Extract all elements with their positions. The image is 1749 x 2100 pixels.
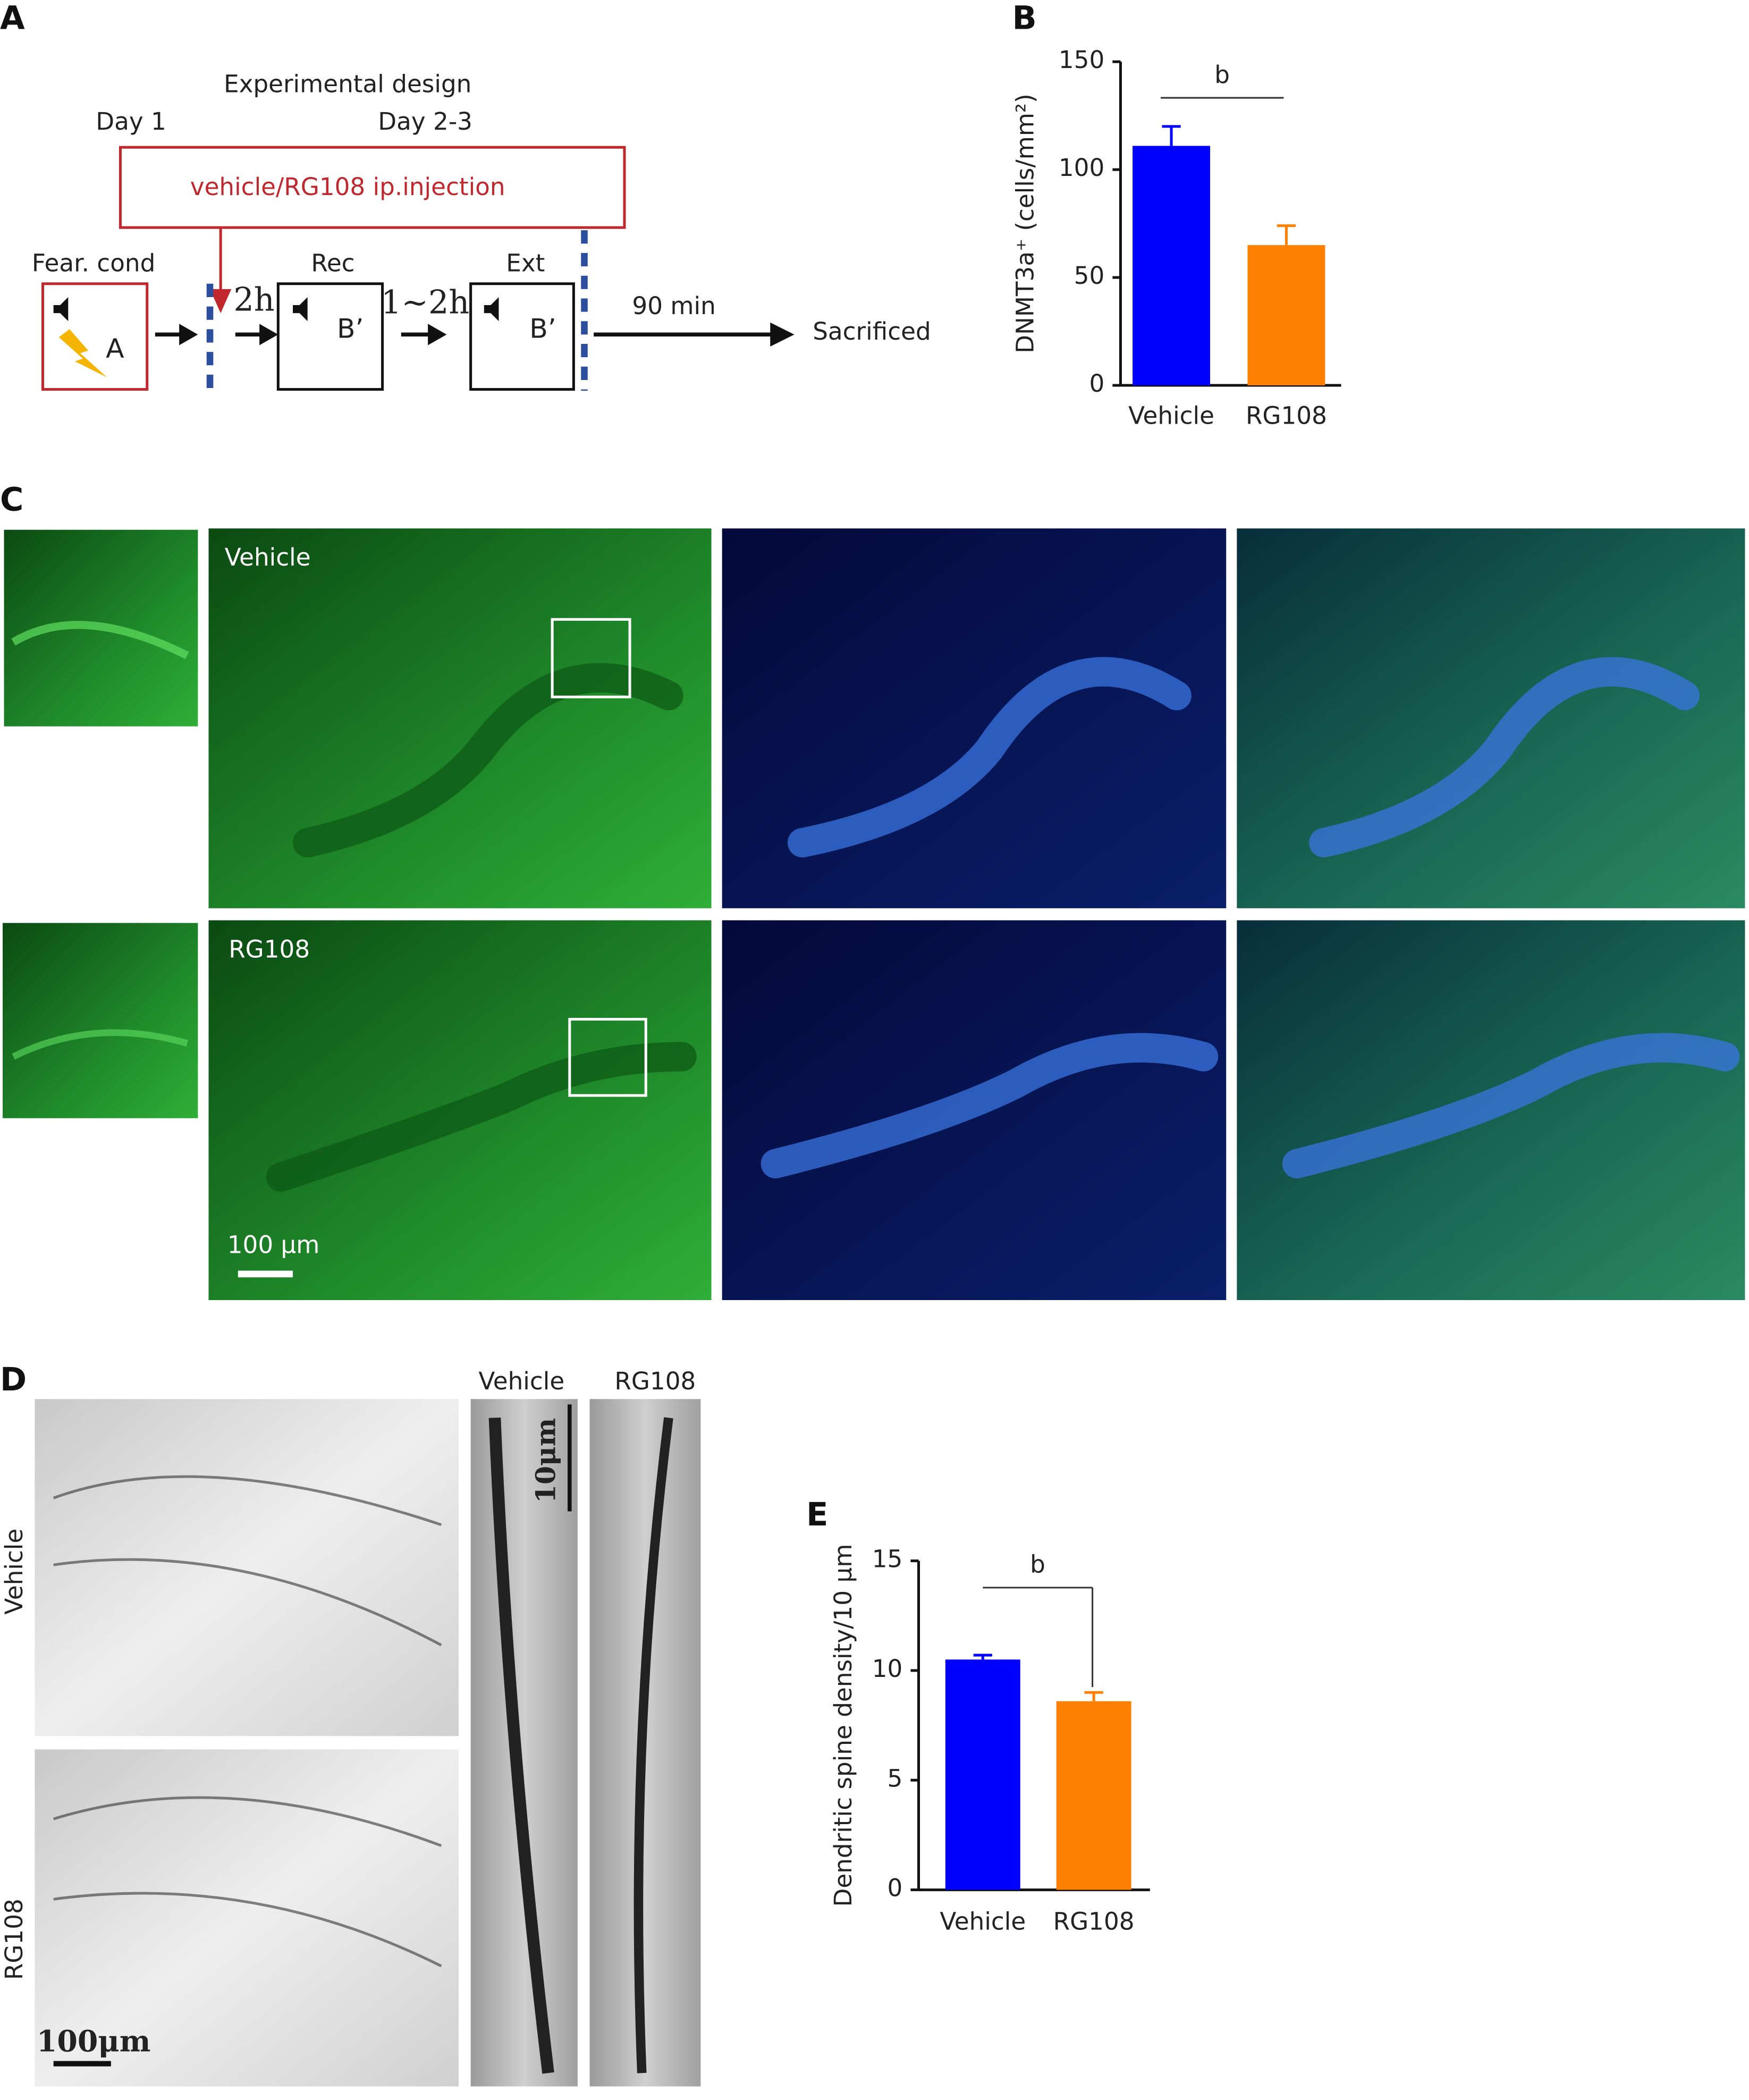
x-tick-label: Vehicle xyxy=(1128,401,1214,429)
context-box xyxy=(41,282,149,391)
bar xyxy=(945,1659,1020,1890)
fluorescence-images: Vehicle RG108 100 μm xyxy=(3,528,1745,1301)
time-label: 2h xyxy=(233,282,274,319)
golgi-images: Vehicle RG108 Vehicle RG108 10μm 100μm xyxy=(0,1367,701,2087)
image-label: Vehicle xyxy=(0,1529,28,1615)
shock-icon xyxy=(58,329,107,377)
y-tick-label: 5 xyxy=(888,1764,903,1792)
scale-label: 100μm xyxy=(37,2025,151,2059)
y-tick-label: 10 xyxy=(872,1655,903,1683)
design-diagram: Experimental design Day 1 Day 2-3 vehicl… xyxy=(32,70,931,397)
bar xyxy=(1056,1701,1131,1890)
context-box xyxy=(469,282,575,391)
design-title: Experimental design xyxy=(224,70,471,98)
stage-label: Fear. cond xyxy=(32,249,155,277)
scale-label: 100 μm xyxy=(227,1230,320,1259)
x-tick-label: RG108 xyxy=(1053,1907,1135,1935)
y-tick-label: 15 xyxy=(872,1545,903,1573)
y-tick-label: 150 xyxy=(1059,46,1104,74)
context-box xyxy=(276,282,384,391)
image-label: RG108 xyxy=(0,1899,28,1980)
context-label: B’ xyxy=(529,313,556,344)
injection-box xyxy=(119,146,626,229)
time-label: 90 min xyxy=(632,292,715,320)
panel-label: C xyxy=(0,482,23,519)
injection-label: vehicle/RG108 ip.injection xyxy=(190,173,505,201)
day-label: Day 1 xyxy=(96,107,166,136)
arrowheads xyxy=(179,322,795,347)
y-tick-label: 100 xyxy=(1059,154,1104,182)
y-axis-label: DNMT3a⁺ (cells/mm²) xyxy=(1011,94,1039,353)
y-axis-label: Dendritic spine density/10 μm xyxy=(829,1544,857,1907)
day-label: Day 2-3 xyxy=(378,107,472,136)
significance-label: b xyxy=(1030,1550,1045,1579)
arrowhead xyxy=(210,289,232,314)
scale-label: 10μm xyxy=(530,1418,562,1503)
image-label: Vehicle xyxy=(478,1367,564,1395)
speaker-icons xyxy=(53,297,499,322)
y-tick-label: 50 xyxy=(1074,262,1105,290)
y-tick-label: 0 xyxy=(888,1874,903,1902)
scale-bar xyxy=(238,1270,293,1278)
bar xyxy=(1133,146,1211,386)
green-image xyxy=(208,528,712,908)
panel-label: A xyxy=(0,0,25,37)
stage-label: Ext xyxy=(506,249,545,277)
panel-label: D xyxy=(0,1361,27,1398)
golgi-image xyxy=(35,1399,459,1736)
bar xyxy=(1247,245,1325,386)
dendrite-image xyxy=(470,1399,578,2087)
end-label: Sacrificed xyxy=(813,317,931,345)
x-tick-label: RG108 xyxy=(1246,401,1327,429)
image-label: Vehicle xyxy=(225,543,311,571)
time-label: 1~2h xyxy=(381,284,469,322)
context-label: A xyxy=(106,333,124,364)
image-label: RG108 xyxy=(229,935,310,963)
stage-label: Rec xyxy=(311,249,354,277)
inset-image xyxy=(3,923,198,1118)
significance-label: b xyxy=(1214,61,1230,89)
image-label: RG108 xyxy=(614,1367,696,1395)
x-tick-label: Vehicle xyxy=(940,1907,1026,1935)
y-tick-label: 0 xyxy=(1089,369,1104,398)
panel-label: E xyxy=(806,1496,828,1533)
panel-label: B xyxy=(1012,0,1037,37)
context-label: B’ xyxy=(337,313,364,344)
